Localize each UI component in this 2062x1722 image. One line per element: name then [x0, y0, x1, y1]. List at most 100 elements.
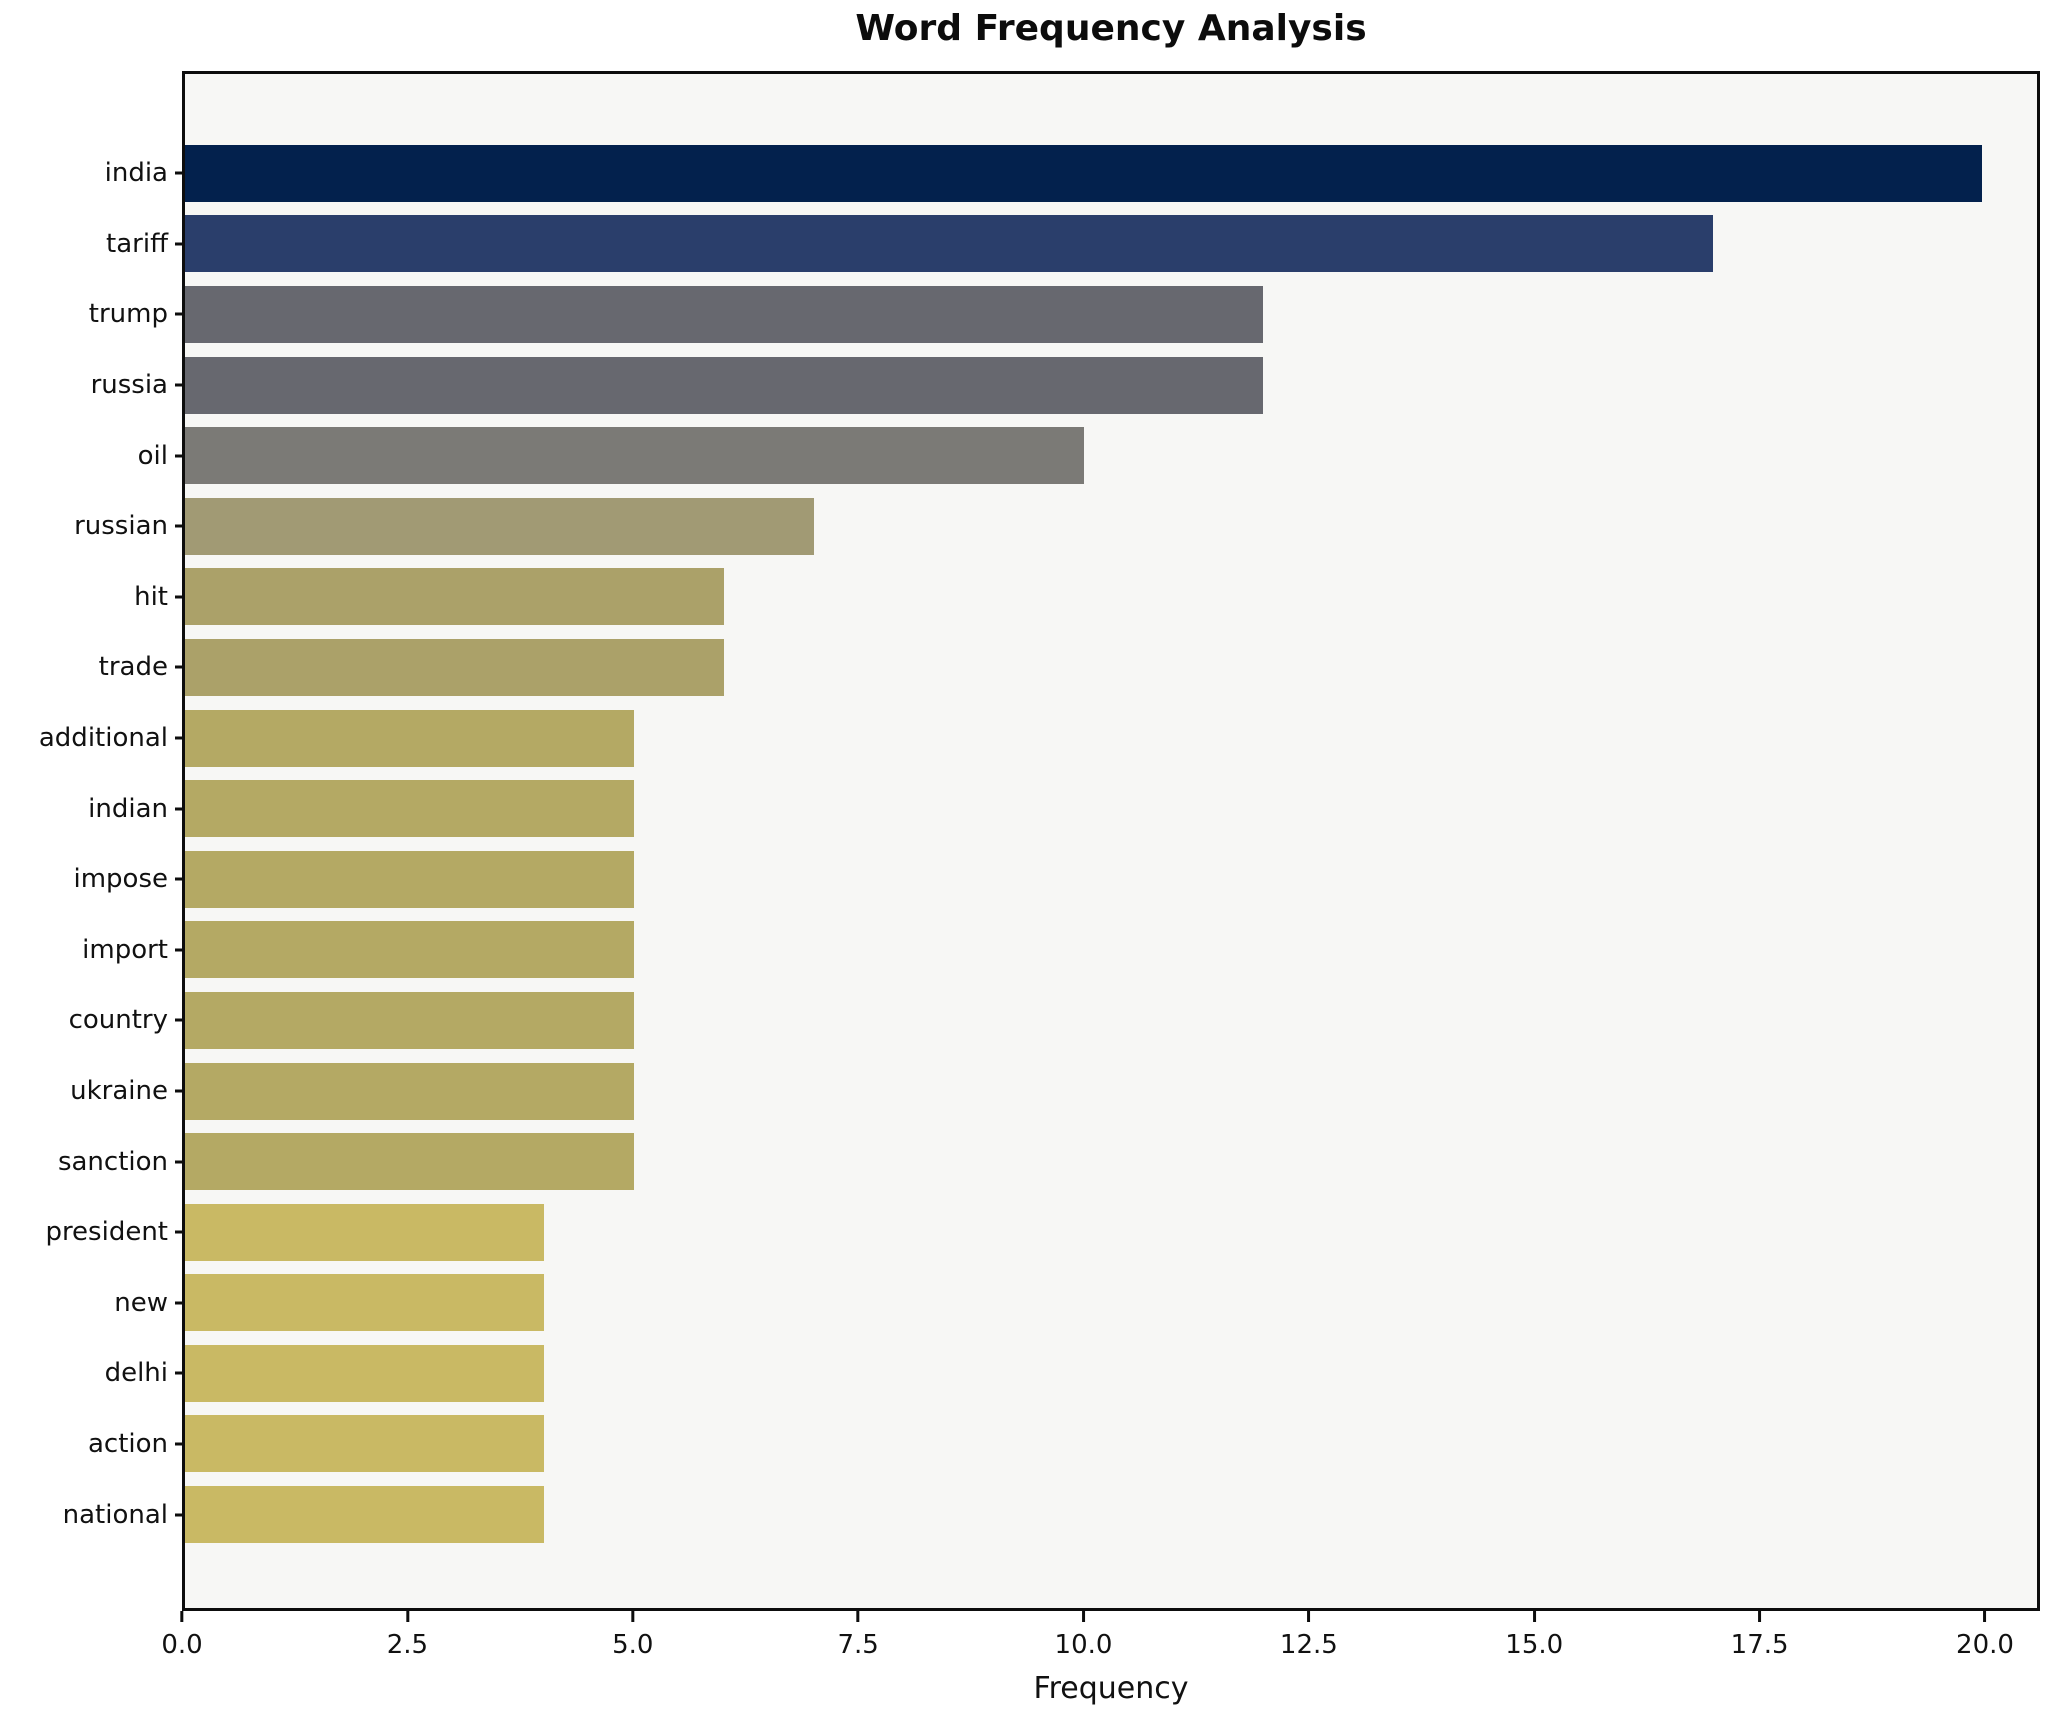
x-tick-0.0: 0.0 — [161, 1611, 203, 1660]
y-tick-mark — [175, 1160, 185, 1164]
y-tick-mark — [175, 1230, 185, 1234]
y-axis-label-import: import — [82, 934, 168, 965]
y-tick-mark — [175, 171, 185, 175]
y-axis-label-delhi: delhi — [104, 1358, 168, 1389]
bar-import — [185, 921, 635, 979]
y-tick-mark — [175, 242, 185, 246]
bar-row-national: national — [63, 1479, 2037, 1550]
y-tick-mark — [175, 1371, 185, 1375]
y-axis-label-trade: trade — [98, 652, 168, 683]
x-tick-mark — [631, 1611, 635, 1622]
plot-area: india tariff trump russia oil russian hit trade… — [39, 71, 2040, 1611]
y-axis-label-national: national — [62, 1499, 168, 1530]
bar-sanction — [185, 1133, 635, 1191]
y-axis-label-sanction: sanction — [57, 1146, 168, 1177]
bar-row-import: import — [82, 915, 2037, 986]
bar-row-action: action — [88, 1409, 2037, 1480]
x-tick-label: 2.5 — [386, 1630, 429, 1660]
x-tick-mark — [1307, 1611, 1311, 1622]
bar-tariff — [185, 215, 1713, 273]
y-axis-label-additional: additional — [38, 723, 168, 754]
x-tick-mark — [856, 1611, 860, 1622]
x-tick-5.0: 5.0 — [612, 1611, 653, 1660]
bar-oil — [185, 427, 1084, 485]
bar-row-russian: russian — [74, 491, 2037, 562]
y-tick-mark — [175, 877, 185, 881]
x-tick-12.5: 12.5 — [1280, 1611, 1338, 1660]
bar-indian — [185, 780, 635, 838]
x-tick-15.0: 15.0 — [1505, 1611, 1563, 1660]
y-axis-label-ukraine: ukraine — [70, 1076, 168, 1107]
y-tick-mark — [175, 948, 185, 952]
x-tick-mark — [1081, 1611, 1085, 1622]
x-tick-label: 15.0 — [1505, 1630, 1564, 1660]
y-tick-mark — [175, 312, 185, 316]
y-axis-label-new: new — [114, 1287, 168, 1318]
bar-row-president: president — [45, 1197, 2037, 1268]
x-tick-mark — [1532, 1611, 1536, 1622]
bar-row-india: india — [105, 138, 2037, 209]
bar-trump — [185, 285, 1264, 343]
bar-hit — [185, 568, 725, 626]
x-tick-label: 10.0 — [1054, 1630, 1113, 1660]
bar-row-additional: additional — [39, 703, 2037, 774]
x-tick-17.5: 17.5 — [1731, 1611, 1789, 1660]
y-axis-label-hit: hit — [134, 581, 168, 612]
x-tick-label: 0.0 — [161, 1630, 203, 1660]
bar-russia — [185, 356, 1264, 414]
chart-title: Word Frequency Analysis — [855, 8, 1367, 49]
y-tick-mark — [175, 383, 185, 387]
bar-row-indian: indian — [88, 773, 2037, 844]
bar-ukraine — [185, 1062, 635, 1120]
bar-row-trump: trump — [89, 279, 2037, 350]
bar-action — [185, 1415, 545, 1473]
x-tick-mark — [1758, 1611, 1762, 1622]
y-tick-mark — [175, 595, 185, 599]
x-axis: Frequency 0.0 2.5 5.0 7.5 10.0 12.5 15.0 17.5 20… — [161, 1611, 2040, 1722]
bar-new — [185, 1274, 545, 1332]
bar-row-new: new — [114, 1268, 2037, 1339]
y-tick-mark — [175, 1442, 185, 1446]
y-axis-label-russian: russian — [74, 511, 168, 542]
y-axis-label-tariff: tariff — [106, 228, 168, 259]
x-tick-label: 12.5 — [1279, 1630, 1338, 1660]
y-tick-mark — [175, 1018, 185, 1022]
y-axis-label-impose: impose — [73, 864, 168, 895]
x-tick-mark — [180, 1611, 184, 1622]
y-axis-label-india: india — [104, 158, 168, 189]
bar-row-russia: russia — [91, 350, 2037, 421]
x-tick-mark — [405, 1611, 409, 1622]
x-tick-mark — [1983, 1611, 1987, 1622]
bar-impose — [185, 850, 635, 908]
y-tick-mark — [175, 807, 185, 811]
bar-country — [185, 991, 635, 1049]
y-axis-label-trump: trump — [88, 299, 168, 330]
bar-president — [185, 1203, 545, 1261]
y-tick-mark — [175, 1513, 185, 1517]
bar-row-tariff: tariff — [106, 209, 2037, 280]
bar-national — [185, 1486, 545, 1544]
y-tick-mark — [175, 1301, 185, 1305]
x-tick-label: 20.0 — [1956, 1630, 2014, 1660]
y-tick-mark — [175, 736, 185, 740]
bar-india — [185, 144, 1983, 202]
x-axis-title: Frequency — [1033, 1671, 1189, 1706]
y-axis-label-country: country — [68, 1005, 168, 1036]
x-tick-label: 17.5 — [1730, 1630, 1789, 1660]
y-tick-mark — [175, 454, 185, 458]
bar-row-impose: impose — [73, 844, 2037, 915]
x-tick-label: 7.5 — [837, 1630, 879, 1660]
x-tick-20.0: 20.0 — [1956, 1611, 2014, 1660]
y-axis-label-russia: russia — [90, 370, 168, 401]
x-tick-label: 5.0 — [612, 1630, 654, 1660]
y-tick-mark — [175, 524, 185, 528]
y-tick-mark — [175, 1089, 185, 1093]
bar-row-sanction: sanction — [58, 1126, 2037, 1197]
y-axis-label-oil: oil — [137, 440, 168, 471]
x-tick-7.5: 7.5 — [837, 1611, 879, 1660]
bar-row-trade: trade — [99, 632, 2037, 703]
bar-row-hit: hit — [134, 562, 2037, 633]
bar-delhi — [185, 1344, 545, 1402]
x-tick-10.0: 10.0 — [1054, 1611, 1113, 1660]
